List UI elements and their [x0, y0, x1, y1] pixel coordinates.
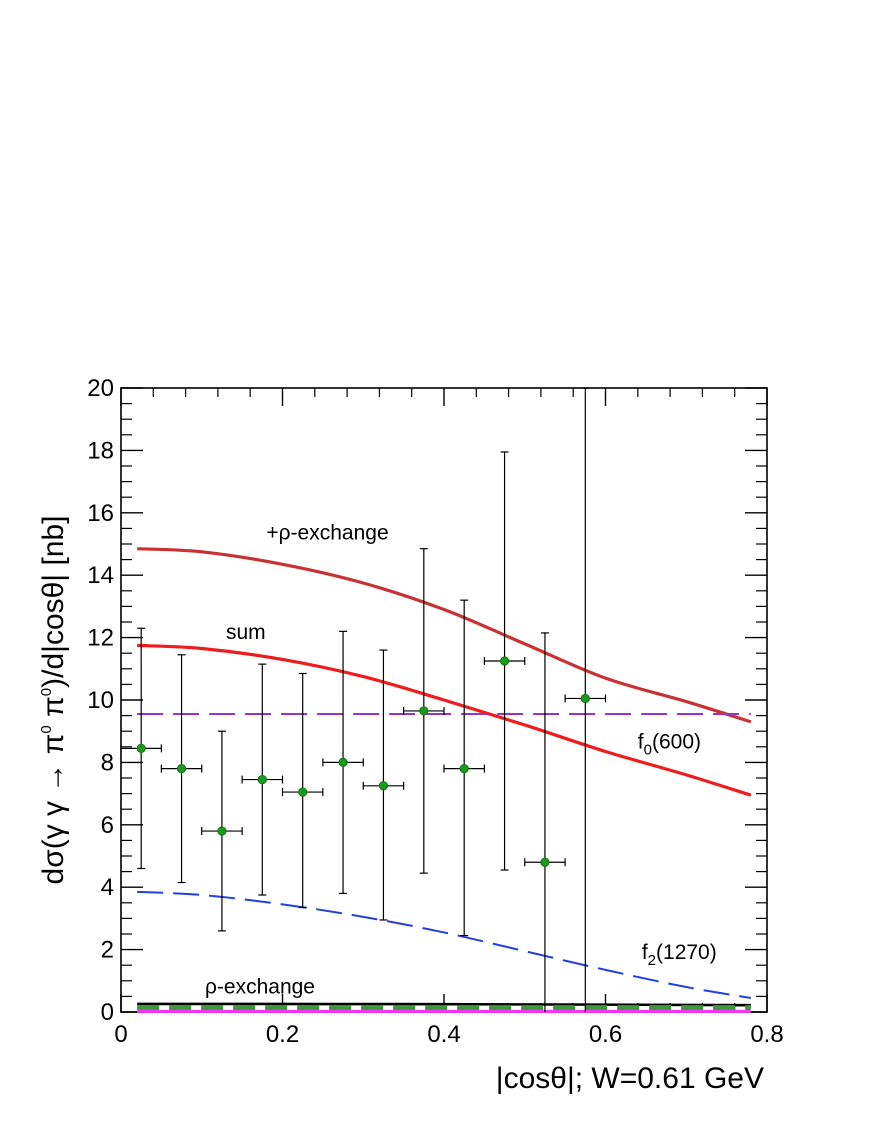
data-point	[160, 654, 203, 884]
series-line-sum	[137, 643, 752, 797]
data-points	[120, 387, 607, 1012]
x-tick-label: 0.2	[266, 1021, 299, 1048]
y-tick-label: 10	[87, 687, 114, 714]
y-tick-label: 18	[87, 437, 114, 464]
data-point	[403, 548, 445, 874]
annotation-f0: f0(600)	[638, 730, 701, 758]
x-tick-label: 0.8	[750, 1021, 783, 1048]
series-line-f2-1270-	[137, 890, 752, 999]
data-point-marker	[580, 693, 590, 704]
data-point-marker	[540, 857, 550, 867]
data-point-marker	[378, 781, 389, 791]
data-point-marker	[257, 774, 267, 785]
annotation-subscript: 2	[648, 952, 656, 969]
x-tick-label: 0	[114, 1021, 127, 1048]
y-tick-label: 20	[87, 375, 114, 402]
y-tick-label: 8	[101, 749, 114, 776]
y-tick-label: 6	[101, 812, 114, 839]
annotation-text: f	[638, 730, 644, 753]
data-point	[201, 730, 243, 932]
series-line--exchange	[137, 547, 752, 724]
data-point	[281, 672, 324, 909]
y-tick-label: 2	[101, 937, 114, 964]
y-axis-title-part: )/d|cosθ| [nb]	[37, 516, 70, 688]
y-axis-title-part: π	[37, 696, 70, 725]
data-point	[120, 627, 162, 870]
data-point-marker	[217, 826, 227, 836]
data-point-marker	[419, 706, 429, 716]
annotation-text: (1270)	[656, 941, 717, 964]
data-point-marker	[136, 743, 146, 753]
y-axis-title-sup: 0	[38, 688, 55, 696]
series-lines	[137, 547, 752, 1013]
annotation-rho: ρ-exchange	[205, 975, 315, 998]
data-point-marker	[459, 764, 469, 774]
x-axis-title: |cosθ|; W=0.61 GeV	[496, 1062, 764, 1095]
annotation-text: f	[642, 941, 648, 964]
data-point-marker	[298, 787, 308, 797]
y-tick-label: 12	[87, 625, 114, 652]
data-point	[322, 630, 364, 895]
y-axis-title: dσ(γ γ → π0 π0)/d|cosθ| [nb]	[37, 516, 70, 885]
data-point	[564, 387, 607, 1012]
x-tick-label: 0.6	[589, 1021, 622, 1048]
annotation-subscript: 0	[644, 741, 652, 758]
y-axis-title-part: dσ(γ γ → π	[37, 734, 70, 885]
data-point	[483, 451, 526, 871]
annotation-text: (600)	[652, 730, 701, 753]
x-tick-label: 0.4	[427, 1021, 460, 1048]
data-point	[241, 663, 284, 896]
data-point-marker	[338, 757, 348, 768]
data-point	[524, 632, 566, 1012]
data-point	[443, 599, 485, 937]
data-point-marker	[499, 656, 510, 666]
y-tick-label: 0	[101, 999, 114, 1026]
annotation-plus-rho: +ρ-exchange	[266, 521, 388, 544]
annotation-sum: sum	[226, 621, 266, 644]
y-axis-title-sup: 0	[38, 725, 55, 733]
data-point	[362, 649, 405, 921]
y-tick-label: 14	[87, 562, 114, 589]
series-line--exchange	[137, 1002, 751, 1007]
y-tick-label: 4	[101, 874, 114, 901]
annotation-f2: f2(1270)	[642, 941, 717, 969]
data-point-marker	[176, 764, 187, 774]
y-tick-label: 16	[87, 500, 114, 527]
